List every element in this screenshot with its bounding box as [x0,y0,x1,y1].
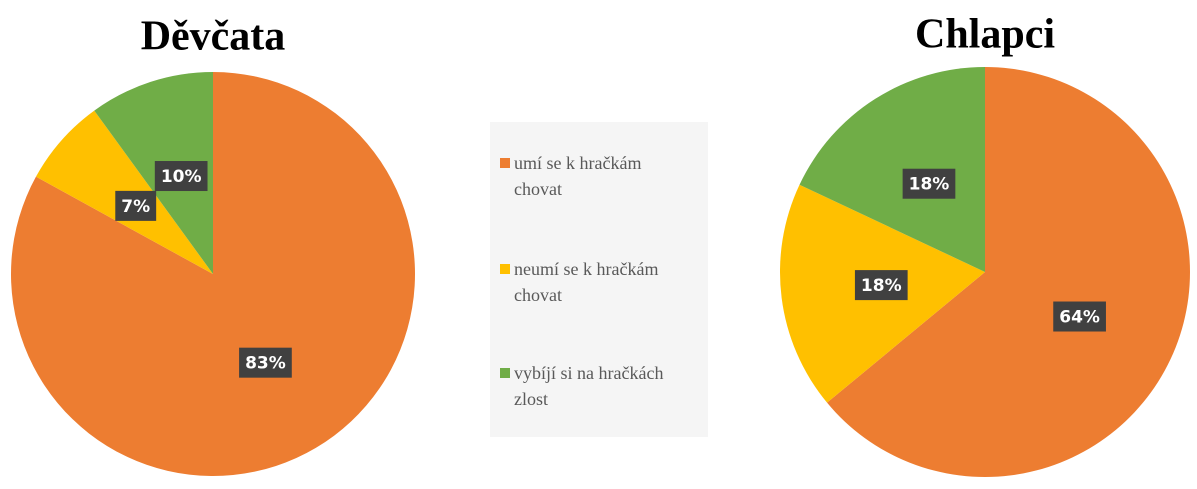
data-label: 18% [861,276,902,296]
label-box [1053,301,1106,332]
legend-swatch [500,368,510,378]
label-box [902,168,956,199]
data-label: 64% [1059,308,1100,328]
legend-label: vybíjí si na hračkách zlost [514,363,664,409]
label-box [854,270,908,301]
data-label: 10% [161,167,202,187]
legend-label: neumí se k hračkám chovat [514,259,659,305]
pie-slice [827,67,1190,477]
legend-entry: neumí se k hračkám chovat [500,256,680,308]
legend-entry: umí se k hračkám chovat [500,150,680,202]
legend-label: umí se k hračkám chovat [514,153,642,199]
legend-swatch [500,158,510,168]
chart-title: Chlapci [915,12,1055,58]
label-box [239,347,292,378]
label-box [154,161,208,192]
data-label: 7% [121,197,150,217]
pie-slice [94,72,213,274]
legend-swatch [500,264,510,274]
chart-title: Děvčata [141,14,286,60]
data-label: 83% [245,354,286,374]
label-box [115,190,157,221]
pie-slice [799,66,985,272]
data-label: 18% [909,175,950,195]
legend: umí se k hračkám chovat neumí se k hračká… [490,122,708,437]
legend-entry: vybíjí si na hračkách zlost [500,360,680,412]
